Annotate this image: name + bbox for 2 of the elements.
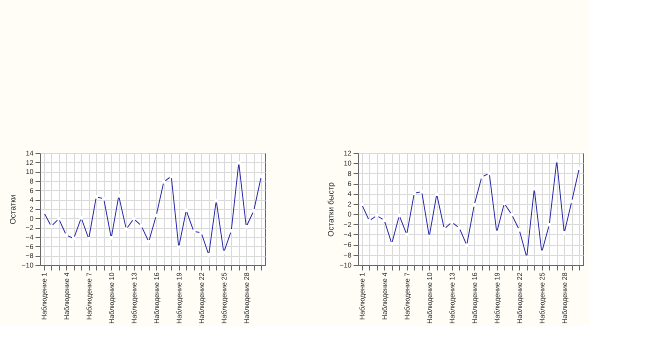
y-axis-title: Остатки (8, 194, 18, 224)
y-axis-title: Остатки быстр (326, 182, 336, 237)
